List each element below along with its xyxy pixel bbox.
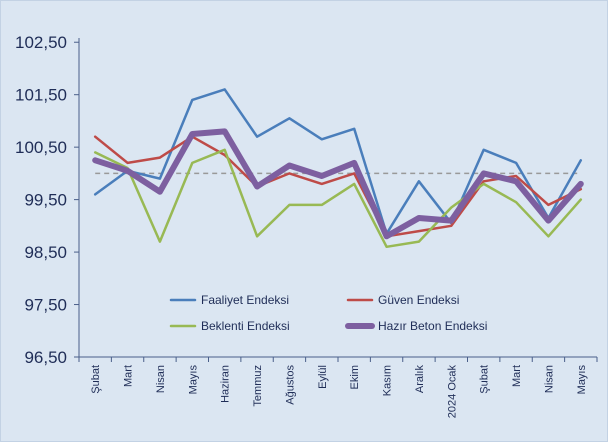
- beklenti-endeksi-line: [93, 148, 583, 249]
- legend: Faaliyet Endeksi Güven Endeksi Beklenti En…: [169, 293, 487, 333]
- y-tick-label: 102,50: [15, 33, 67, 52]
- y-tick-label: 101,50: [15, 86, 67, 105]
- x-tick-label: Mayıs: [187, 365, 199, 395]
- x-tick-label: 2024 Ocak: [446, 365, 458, 419]
- y-tick-label: 98,50: [24, 243, 67, 262]
- hazir-beton-endeksi-line: [92, 128, 584, 240]
- y-tick-label: 97,50: [24, 296, 67, 315]
- legend-guven: Güven Endeksi: [346, 293, 459, 307]
- x-tick-label: Kasım: [382, 365, 394, 396]
- legend-faaliyet: Faaliyet Endeksi: [169, 293, 289, 307]
- axes: 96,50 97,50 98,50 99,50 100,50 101,50 102,50 Şu…: [15, 33, 598, 419]
- legend-label: Hazır Beton Endeksi: [378, 319, 487, 333]
- legend-label: Beklenti Endeksi: [201, 319, 290, 333]
- x-tick-label: Aralık: [414, 365, 426, 394]
- x-tick-label: Şubat: [479, 365, 491, 394]
- y-tick-label: 100,50: [15, 138, 67, 157]
- legend-label: Faaliyet Endeksi: [201, 293, 289, 307]
- x-tick-label: Ağustos: [284, 365, 296, 405]
- x-tick-label: Temmuz: [252, 365, 264, 407]
- legend-hazir-beton: Hazır Beton Endeksi: [345, 319, 487, 333]
- x-tick-label: Nisan: [543, 365, 555, 393]
- series-layer: [92, 88, 584, 249]
- x-tick-label: Şubat: [90, 365, 102, 394]
- x-tick-label: Eylül: [317, 365, 329, 389]
- x-tick-label: Nisan: [155, 365, 167, 393]
- y-tick-label: 99,50: [24, 191, 67, 210]
- faaliyet-endeksi-line: [93, 88, 583, 235]
- x-tick-label: Mart: [511, 365, 523, 387]
- y-tick-label: 96,50: [24, 348, 67, 367]
- x-tick-label: Mart: [123, 365, 135, 387]
- x-tick-label: Ekim: [349, 365, 361, 389]
- x-tick-label: Haziran: [220, 365, 232, 403]
- x-tick-label: Mayıs: [576, 365, 588, 395]
- legend-beklenti: Beklenti Endeksi: [169, 319, 290, 333]
- legend-label: Güven Endeksi: [378, 293, 459, 307]
